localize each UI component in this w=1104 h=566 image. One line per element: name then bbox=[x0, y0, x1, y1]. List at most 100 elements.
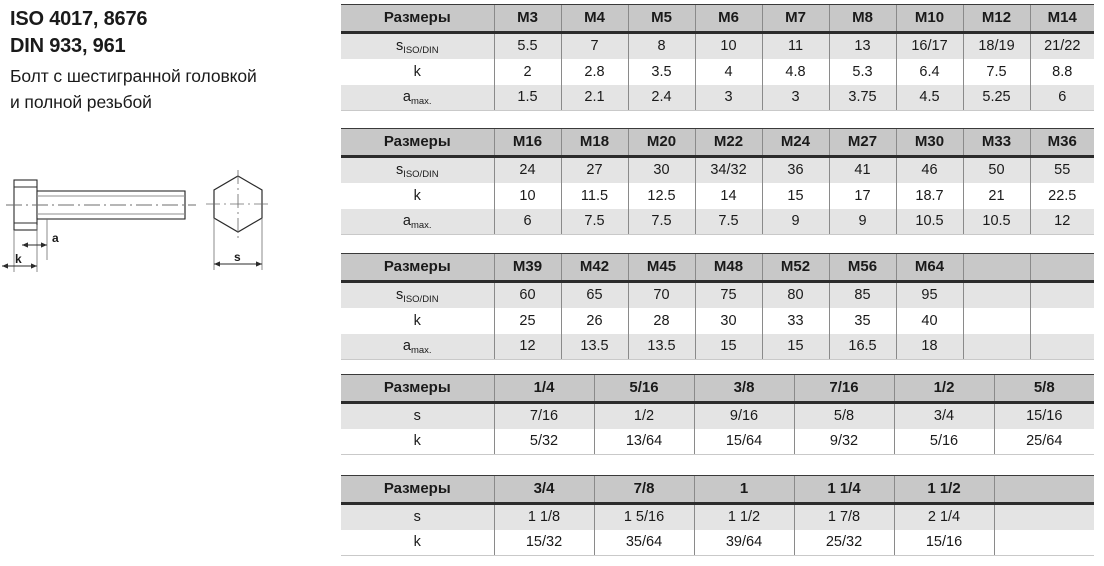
table-cell: 13.5 bbox=[627, 333, 695, 360]
table-column-header: M52 bbox=[761, 253, 829, 283]
table-header-label: Размеры bbox=[341, 4, 494, 34]
table-cell: 34/32 bbox=[694, 156, 762, 183]
table-cell: 60 bbox=[493, 281, 561, 308]
table-column-header: M64 bbox=[895, 253, 963, 283]
dimensions-table-metric-m39-m64: Размеры M39 M42 M45 M48 M52 M56 M64 sISO… bbox=[341, 253, 1094, 360]
table-cell: 26 bbox=[560, 307, 628, 334]
table-cell: 15 bbox=[761, 182, 829, 209]
table-cell-empty bbox=[1029, 333, 1094, 360]
table-column-header: M27 bbox=[828, 128, 896, 158]
table-cell-empty bbox=[1029, 281, 1094, 308]
table-cell: 80 bbox=[761, 281, 829, 308]
table-column-header: 1/4 bbox=[493, 374, 594, 404]
table-cell: 21 bbox=[962, 182, 1030, 209]
table-cell: 30 bbox=[694, 307, 762, 334]
table-header-row: Размеры 1/4 5/16 3/8 7/16 1/2 5/8 bbox=[341, 374, 1094, 404]
table-cell: 10 bbox=[493, 182, 561, 209]
table-column-header: M24 bbox=[761, 128, 829, 158]
table-cell: 1 1/2 bbox=[693, 503, 794, 530]
table-column-header: 1 1/4 bbox=[793, 475, 894, 505]
table-cell: 5.25 bbox=[962, 84, 1030, 111]
table-row: k 2 2.8 3.5 4 4.8 5.3 6.4 7.5 8.8 bbox=[341, 58, 1094, 85]
table-column-header-empty bbox=[1029, 253, 1094, 283]
row-label: k bbox=[341, 529, 494, 556]
table-cell: 3 bbox=[694, 84, 762, 111]
table-header-row: Размеры 3/4 7/8 1 1 1/4 1 1/2 bbox=[341, 475, 1094, 505]
table-column-header: 7/8 bbox=[593, 475, 694, 505]
table-cell: 7.5 bbox=[560, 208, 628, 235]
row-label: sISO/DIN bbox=[341, 156, 494, 183]
table-cell: 6.4 bbox=[895, 58, 963, 85]
table-cell: 16/17 bbox=[895, 32, 963, 59]
table-column-header: M10 bbox=[895, 4, 963, 34]
table-column-header: M12 bbox=[962, 4, 1030, 34]
table-cell: 95 bbox=[895, 281, 963, 308]
table-cell-empty bbox=[962, 307, 1030, 334]
table-cell: 1.5 bbox=[493, 84, 561, 111]
table-row: amax. 12 13.5 13.5 15 15 16.5 18 bbox=[341, 333, 1094, 360]
table-cell: 13 bbox=[828, 32, 896, 59]
standard-line-2: DIN 933, 961 bbox=[10, 35, 126, 57]
table-header-label: Размеры bbox=[341, 475, 494, 505]
table-cell: 75 bbox=[694, 281, 762, 308]
table-column-header: 7/16 bbox=[793, 374, 894, 404]
table-column-header: M36 bbox=[1029, 128, 1094, 158]
table-cell: 15/32 bbox=[493, 529, 594, 556]
table-cell: 9 bbox=[761, 208, 829, 235]
standard-line-1: ISO 4017, 8676 bbox=[10, 8, 148, 30]
table-cell-empty bbox=[962, 333, 1030, 360]
table-column-header: M8 bbox=[828, 4, 896, 34]
table-row: s 1 1/8 1 5/16 1 1/2 1 7/8 2 1/4 bbox=[341, 503, 1094, 530]
row-label: amax. bbox=[341, 84, 494, 111]
table-cell: 13/64 bbox=[593, 428, 694, 455]
table-cell: 10.5 bbox=[962, 208, 1030, 235]
table-cell: 25 bbox=[493, 307, 561, 334]
table-cell: 6 bbox=[1029, 84, 1094, 111]
table-cell: 5/8 bbox=[793, 402, 894, 429]
table-column-header: M48 bbox=[694, 253, 762, 283]
table-cell: 7 bbox=[560, 32, 628, 59]
table-cell: 4 bbox=[694, 58, 762, 85]
hex-bolt-technical-drawing: a k bbox=[0, 160, 300, 280]
table-cell: 3 bbox=[761, 84, 829, 111]
table-row: k 10 11.5 12.5 14 15 17 18.7 21 22.5 bbox=[341, 182, 1094, 209]
dimensions-table-metric-m16-m36: Размеры M16 M18 M20 M22 M24 M27 M30 M33 … bbox=[341, 128, 1094, 235]
table-cell: 25/64 bbox=[993, 428, 1094, 455]
table-column-header: M22 bbox=[694, 128, 762, 158]
table-column-header-empty bbox=[962, 253, 1030, 283]
table-column-header: 5/16 bbox=[593, 374, 694, 404]
table-cell: 39/64 bbox=[693, 529, 794, 556]
table-cell-empty bbox=[962, 281, 1030, 308]
dimensions-table-imperial-quarter-five-eighths: Размеры 1/4 5/16 3/8 7/16 1/2 5/8 s 7/16… bbox=[341, 374, 1094, 455]
table-cell: 41 bbox=[828, 156, 896, 183]
table-cell: 5.5 bbox=[493, 32, 561, 59]
row-label: s bbox=[341, 503, 494, 530]
table-cell: 3.5 bbox=[627, 58, 695, 85]
dimension-label-a: a bbox=[52, 231, 59, 245]
table-cell: 4.8 bbox=[761, 58, 829, 85]
table-cell: 2 bbox=[493, 58, 561, 85]
table-cell: 15 bbox=[761, 333, 829, 360]
table-cell: 36 bbox=[761, 156, 829, 183]
dimension-label-k: k bbox=[15, 252, 22, 266]
table-column-header: M3 bbox=[493, 4, 561, 34]
table-cell: 11 bbox=[761, 32, 829, 59]
table-column-header: M16 bbox=[493, 128, 561, 158]
table-header-label: Размеры bbox=[341, 374, 494, 404]
table-cell-empty bbox=[993, 529, 1094, 556]
table-cell: 30 bbox=[627, 156, 695, 183]
row-label: sISO/DIN bbox=[341, 281, 494, 308]
table-cell: 50 bbox=[962, 156, 1030, 183]
table-cell: 8 bbox=[627, 32, 695, 59]
table-cell-empty bbox=[993, 503, 1094, 530]
row-label: sISO/DIN bbox=[341, 32, 494, 59]
row-label: k bbox=[341, 58, 494, 85]
table-row: amax. 6 7.5 7.5 7.5 9 9 10.5 10.5 12 bbox=[341, 208, 1094, 235]
row-label: k bbox=[341, 307, 494, 334]
table-column-header: 3/8 bbox=[693, 374, 794, 404]
table-column-header: M56 bbox=[828, 253, 896, 283]
table-cell: 1/2 bbox=[593, 402, 694, 429]
table-cell: 18/19 bbox=[962, 32, 1030, 59]
table-column-header: M33 bbox=[962, 128, 1030, 158]
table-cell: 8.8 bbox=[1029, 58, 1094, 85]
